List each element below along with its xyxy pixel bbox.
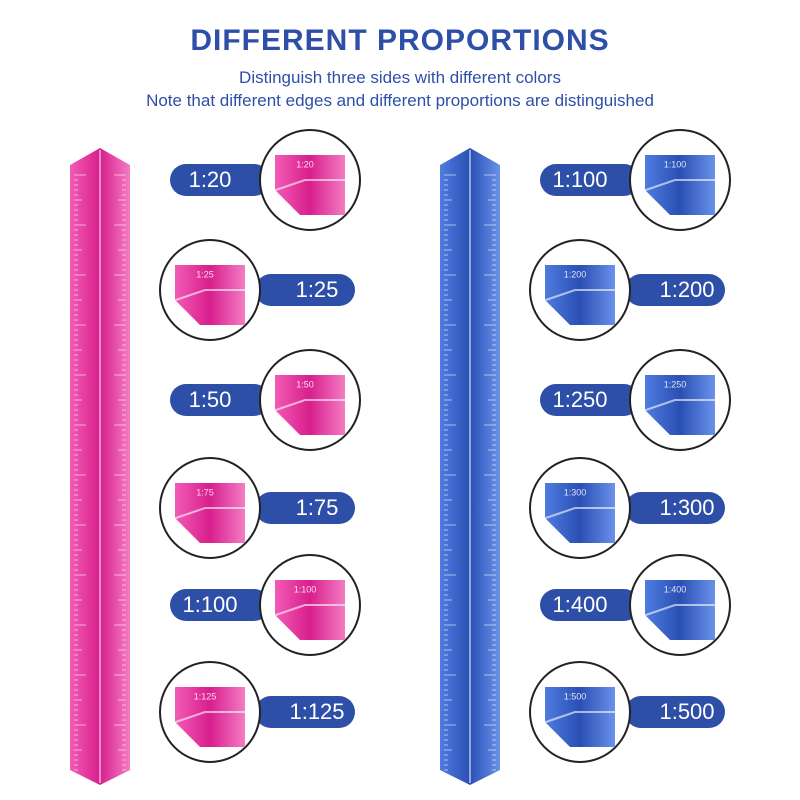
magnified-ruler — [545, 483, 615, 543]
subtitle: Note that different edges and different … — [146, 91, 654, 110]
scale-pill — [170, 589, 270, 621]
magnified-scale: 1:200 — [564, 269, 587, 279]
magnified-scale: 1:500 — [564, 691, 587, 701]
scale-pill — [625, 696, 725, 728]
magnified-ruler — [175, 687, 245, 747]
magnified-scale: 1:100 — [294, 584, 317, 594]
scale-label: 1:250 — [552, 387, 607, 412]
magnified-ruler — [645, 155, 715, 215]
scale-pill — [255, 696, 355, 728]
magnified-ruler — [175, 265, 245, 325]
scale-label: 1:300 — [659, 495, 714, 520]
scale-label: 1:400 — [552, 592, 607, 617]
magnified-scale: 1:100 — [664, 159, 687, 169]
magnified-ruler — [175, 483, 245, 543]
scale-label: 1:125 — [289, 699, 344, 724]
magnified-scale: 1:50 — [296, 379, 314, 389]
magnified-scale: 1:20 — [296, 159, 314, 169]
scale-pill — [540, 589, 640, 621]
title: DIFFERENT PROPORTIONS — [190, 24, 609, 57]
magnified-edge — [169, 711, 245, 725]
magnified-edge — [639, 399, 715, 413]
magnified-ruler — [645, 375, 715, 435]
scale-pill — [540, 164, 640, 196]
magnified-edge — [169, 507, 245, 521]
magnified-scale: 1:75 — [196, 487, 214, 497]
scale-pill — [540, 384, 640, 416]
scale-label: 1:20 — [189, 167, 232, 192]
magnified-edge — [639, 604, 715, 618]
scale-pill — [170, 384, 270, 416]
magnified-scale: 1:125 — [194, 691, 217, 701]
scale-label: 1:200 — [659, 277, 714, 302]
scale-label: 1:50 — [189, 387, 232, 412]
scale-label: 1:25 — [296, 277, 339, 302]
scale-pill — [170, 164, 270, 196]
scale-label: 1:100 — [552, 167, 607, 192]
magnified-ruler — [545, 265, 615, 325]
magnified-ruler — [275, 580, 345, 640]
magnified-edge — [269, 179, 345, 193]
magnified-edge — [539, 711, 615, 725]
scale-label: 1:100 — [182, 592, 237, 617]
magnified-edge — [539, 507, 615, 521]
scale-pill — [255, 492, 355, 524]
magnified-edge — [269, 604, 345, 618]
magnified-edge — [539, 289, 615, 303]
scale-label: 1:75 — [296, 495, 339, 520]
scale-label: 1:500 — [659, 699, 714, 724]
subtitle: Distinguish three sides with different c… — [239, 68, 561, 87]
magnified-edge — [269, 399, 345, 413]
magnified-edge — [639, 179, 715, 193]
magnified-ruler — [545, 687, 615, 747]
scale-pill — [625, 492, 725, 524]
magnified-scale: 1:400 — [664, 584, 687, 594]
scale-pill — [255, 274, 355, 306]
magnified-ruler — [275, 155, 345, 215]
scale-pill — [625, 274, 725, 306]
magnified-scale: 1:300 — [564, 487, 587, 497]
magnified-scale: 1:25 — [196, 269, 214, 279]
magnified-ruler — [275, 375, 345, 435]
magnified-edge — [169, 289, 245, 303]
magnified-ruler — [645, 580, 715, 640]
magnified-scale: 1:250 — [664, 379, 687, 389]
